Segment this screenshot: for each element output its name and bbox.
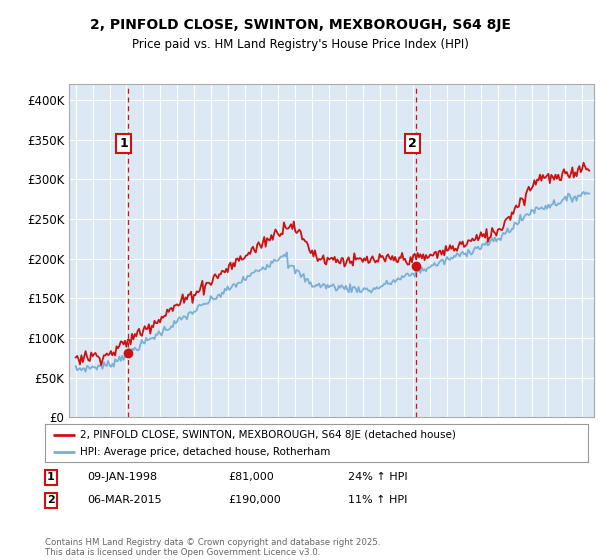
Text: Contains HM Land Registry data © Crown copyright and database right 2025.
This d: Contains HM Land Registry data © Crown c…	[45, 538, 380, 557]
Text: £81,000: £81,000	[228, 472, 274, 482]
Text: HPI: Average price, detached house, Rotherham: HPI: Average price, detached house, Roth…	[80, 447, 331, 458]
Text: 1: 1	[47, 472, 55, 482]
Text: 06-MAR-2015: 06-MAR-2015	[87, 495, 161, 505]
Text: 2, PINFOLD CLOSE, SWINTON, MEXBOROUGH, S64 8JE: 2, PINFOLD CLOSE, SWINTON, MEXBOROUGH, S…	[89, 18, 511, 32]
Text: 1: 1	[119, 137, 128, 150]
Text: Price paid vs. HM Land Registry's House Price Index (HPI): Price paid vs. HM Land Registry's House …	[131, 38, 469, 50]
Text: 2: 2	[47, 495, 55, 505]
Text: 11% ↑ HPI: 11% ↑ HPI	[348, 495, 407, 505]
Text: 2, PINFOLD CLOSE, SWINTON, MEXBOROUGH, S64 8JE (detached house): 2, PINFOLD CLOSE, SWINTON, MEXBOROUGH, S…	[80, 430, 456, 440]
Text: 2: 2	[407, 137, 416, 150]
Text: 24% ↑ HPI: 24% ↑ HPI	[348, 472, 407, 482]
Text: £190,000: £190,000	[228, 495, 281, 505]
Text: 09-JAN-1998: 09-JAN-1998	[87, 472, 157, 482]
